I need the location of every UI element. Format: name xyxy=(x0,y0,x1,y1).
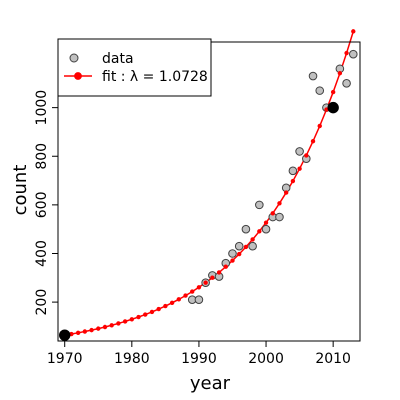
fit-point xyxy=(143,312,148,317)
highlight-point xyxy=(327,101,339,114)
fit-point xyxy=(156,306,161,312)
fit-point xyxy=(270,211,275,216)
legend-fit-label: fit : λ = 1.0728 xyxy=(102,69,208,85)
data-point xyxy=(255,200,264,210)
fit-point xyxy=(257,229,262,234)
fit-point xyxy=(129,317,135,322)
fit-point xyxy=(116,321,121,326)
fit-point xyxy=(351,29,356,34)
x-axis-title: year xyxy=(190,373,231,394)
fit-point xyxy=(183,293,188,298)
fit-point xyxy=(310,139,316,144)
y-tick-label: 600 xyxy=(34,192,50,219)
fit-point xyxy=(203,280,208,285)
fit-point xyxy=(169,300,175,306)
y-axis-title: count xyxy=(10,165,31,216)
fit-point xyxy=(102,324,108,330)
fit-point xyxy=(263,220,269,225)
fit-point xyxy=(277,201,282,206)
y-tick-label: 400 xyxy=(34,240,50,267)
fit-point xyxy=(223,264,228,269)
fit-point xyxy=(283,190,289,195)
highlight-point xyxy=(59,329,71,341)
data-point xyxy=(241,224,251,234)
data-point xyxy=(295,147,304,156)
fit-point xyxy=(89,327,94,333)
fit-point xyxy=(163,303,168,309)
fit-point xyxy=(330,89,336,95)
y-tick-label: 1000 xyxy=(34,90,50,126)
data-point xyxy=(234,241,244,251)
legend-fit-marker xyxy=(74,72,82,80)
legend-data-marker xyxy=(69,53,79,63)
x-tick-label: 2000 xyxy=(248,351,284,367)
data-point xyxy=(315,86,325,95)
data-point xyxy=(342,79,351,88)
fit-point xyxy=(210,275,215,280)
fit-point xyxy=(196,285,202,290)
data-point xyxy=(261,224,271,234)
legend-box xyxy=(57,38,212,97)
fit-point xyxy=(176,297,181,302)
y-tick-label: 200 xyxy=(34,289,50,316)
fit-point xyxy=(290,178,296,184)
data-point xyxy=(248,241,257,251)
fit-point xyxy=(136,314,141,320)
fit-point xyxy=(216,270,222,275)
fit-point xyxy=(297,166,302,171)
fit-point xyxy=(304,153,309,158)
legend-data-label: data xyxy=(102,51,134,67)
x-tick-label: 1990 xyxy=(181,351,217,367)
fit-point xyxy=(317,123,322,129)
fit-point xyxy=(96,326,101,331)
x-tick-label: 1970 xyxy=(47,351,83,367)
data-point xyxy=(194,295,204,304)
fit-point xyxy=(122,319,128,324)
fit-point xyxy=(236,251,242,257)
fit-point xyxy=(82,329,88,334)
x-tick-label: 1980 xyxy=(114,351,150,367)
legend: data fit : λ = 1.0728 xyxy=(57,38,212,97)
fit-point xyxy=(109,323,114,328)
data-point xyxy=(275,212,284,222)
fit-point xyxy=(344,50,349,56)
fit-point xyxy=(75,330,81,336)
data-point xyxy=(228,249,237,258)
fit-point xyxy=(230,258,235,263)
data-point xyxy=(288,166,298,176)
y-tick-label: 800 xyxy=(34,143,50,170)
data-point xyxy=(308,71,318,81)
fit-point xyxy=(337,71,343,76)
fit-point xyxy=(250,237,255,242)
fit-point xyxy=(149,309,155,315)
x-tick-label: 2010 xyxy=(315,351,351,367)
fit-point xyxy=(190,289,195,294)
fit-point xyxy=(243,244,249,250)
data-point xyxy=(348,49,358,59)
plot-layer xyxy=(59,29,358,341)
